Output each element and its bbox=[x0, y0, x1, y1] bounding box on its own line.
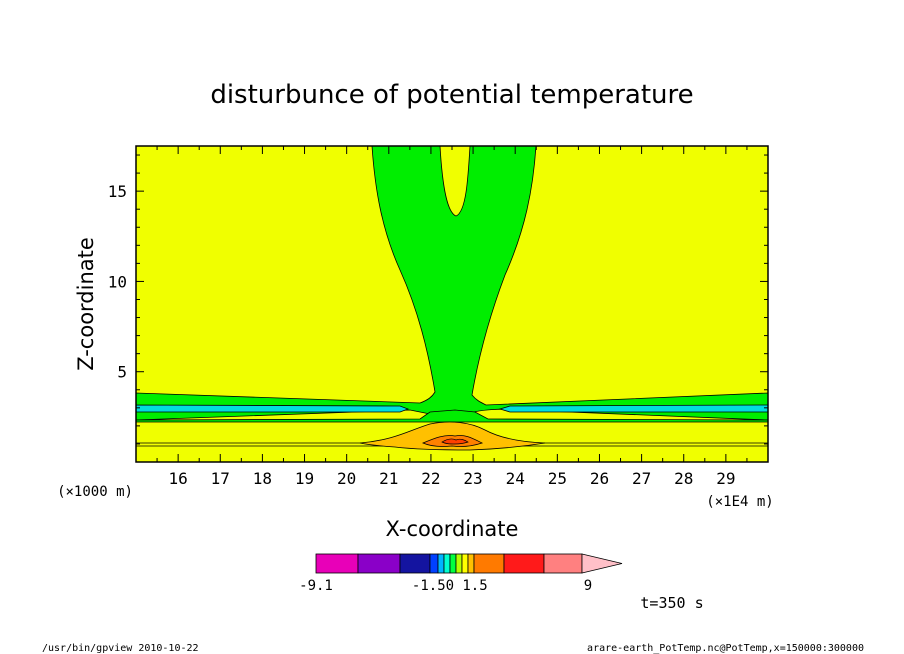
x-tick-label: 20 bbox=[337, 469, 356, 488]
colorbar-segment bbox=[461, 553, 469, 574]
colorbar-segment bbox=[399, 553, 431, 574]
colorbar-segment bbox=[473, 553, 505, 574]
colorbar-label-1: -1.50 bbox=[412, 578, 454, 594]
plot-area: 16 17 18 19 20 21 22 23 24 25 26 27 28 29 5 10 15 bbox=[108, 145, 769, 488]
colorbar-label-2: 1.5 bbox=[462, 578, 487, 594]
y-unit-label: (×1000 m) bbox=[57, 484, 133, 500]
colorbar-segment bbox=[443, 553, 451, 574]
yellow-notch bbox=[439, 145, 471, 217]
x-tick-label: 24 bbox=[506, 469, 525, 488]
x-tick-label: 26 bbox=[590, 469, 609, 488]
colorbar-arrow bbox=[581, 553, 623, 574]
y-tick-label: 5 bbox=[117, 363, 127, 382]
x-tick-label: 16 bbox=[169, 469, 188, 488]
warm-core-peak bbox=[441, 438, 469, 445]
x-tick-label: 22 bbox=[421, 469, 440, 488]
y-tick-label: 10 bbox=[108, 272, 127, 291]
colorbar-segment bbox=[449, 553, 457, 574]
colorbar-label-3: 9 bbox=[584, 578, 592, 594]
colorbar-segment bbox=[437, 553, 445, 574]
x-tick-label: 17 bbox=[211, 469, 230, 488]
cyan-band-left bbox=[135, 404, 410, 413]
colorbar bbox=[315, 553, 623, 574]
x-tick-label: 19 bbox=[295, 469, 314, 488]
colorbar-segment bbox=[543, 553, 583, 574]
x-tick-label: 25 bbox=[548, 469, 567, 488]
x-tick-label: 23 bbox=[463, 469, 482, 488]
colorbar-segment bbox=[315, 553, 359, 574]
x-tick-label: 18 bbox=[253, 469, 272, 488]
x-tick-label: 28 bbox=[674, 469, 693, 488]
y-tick-label: 15 bbox=[108, 182, 127, 201]
x-ticks: 16 17 18 19 20 21 22 23 24 25 26 27 28 29 bbox=[135, 146, 769, 488]
x-tick-label: 29 bbox=[716, 469, 735, 488]
colorbar-segment bbox=[467, 553, 475, 574]
colorbar-segment bbox=[503, 553, 545, 574]
time-label: t=350 s bbox=[640, 594, 703, 612]
x-tick-label: 27 bbox=[632, 469, 651, 488]
colorbar-segment bbox=[357, 553, 401, 574]
colorbar-segment bbox=[429, 553, 439, 574]
footer-right: arare-earth_PotTemp.nc@PotTemp,x=150000:… bbox=[587, 643, 864, 654]
colorbar-segment bbox=[455, 553, 463, 574]
colorbar-label-0: -9.1 bbox=[299, 578, 333, 594]
chart-title: disturbunce of potential temperature bbox=[210, 80, 693, 110]
y-axis-label: Z-coordinate bbox=[74, 237, 98, 371]
x-unit-label: (×1E4 m) bbox=[706, 494, 773, 510]
y-ticks: 5 10 15 bbox=[108, 154, 768, 463]
x-axis-label: X-coordinate bbox=[386, 517, 519, 541]
footer-left: /usr/bin/gpview 2010-10-22 bbox=[42, 643, 199, 654]
cyan-band-right bbox=[498, 404, 769, 413]
x-tick-label: 21 bbox=[379, 469, 398, 488]
